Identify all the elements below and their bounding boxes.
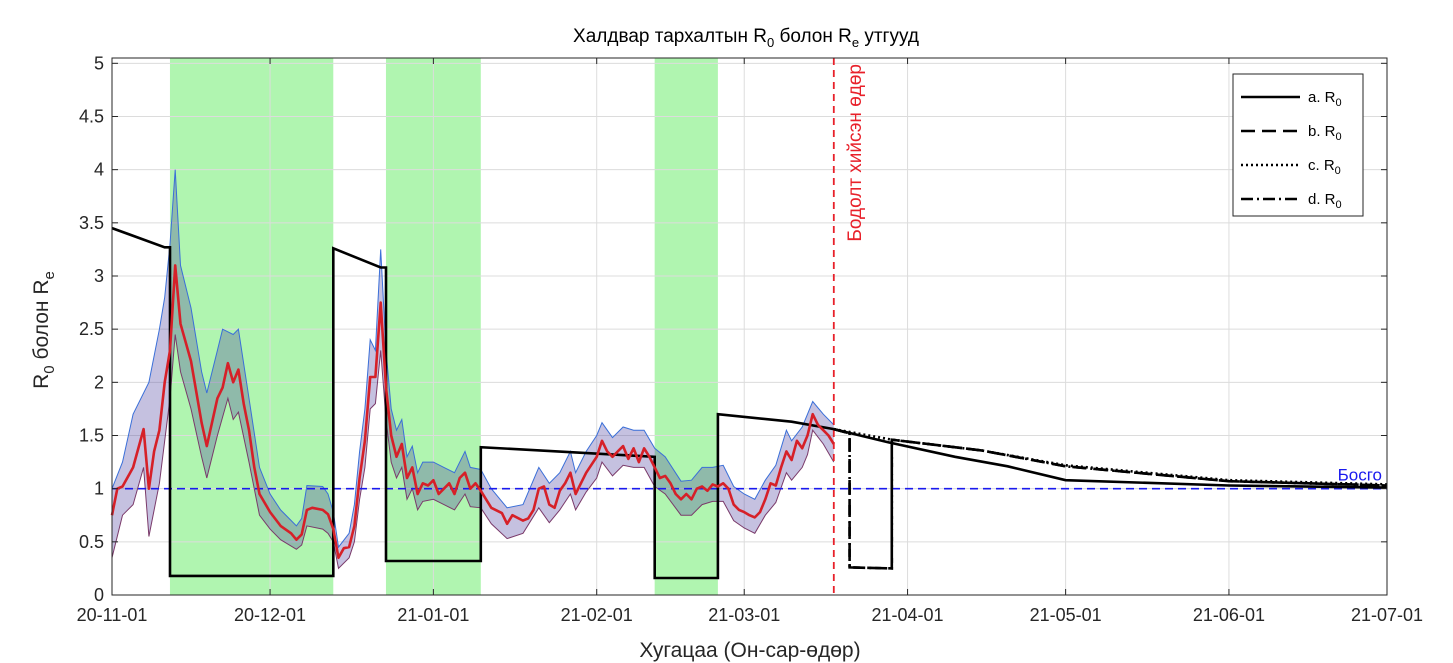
y-tick-label: 4.5	[79, 106, 104, 126]
r0-history-line	[111, 226, 835, 580]
y-axis-label: R0 болон Re	[30, 271, 58, 389]
r0-projection-dotted	[833, 427, 1388, 486]
y-tick-label: 3.5	[79, 213, 104, 233]
y-tick-label: 2	[94, 372, 104, 392]
threshold-label: Босго	[1338, 466, 1382, 485]
grid-lines	[111, 58, 1388, 596]
y-tick-label: 0	[94, 585, 104, 605]
re-mean-line	[110, 264, 835, 560]
re-confidence-band	[111, 169, 835, 570]
y-tick-label: 1	[94, 479, 104, 499]
x-tick-label: 21-03-01	[708, 605, 780, 625]
x-tick-label: 21-04-01	[872, 605, 944, 625]
shaded-period-3	[654, 58, 718, 595]
legend: a. R0 b. R0 c. R0 d. R0	[1232, 73, 1364, 217]
axes	[111, 57, 1388, 596]
legend-label: b. R0	[1308, 123, 1342, 143]
legend-box	[1232, 73, 1364, 217]
y-tick-label: 4	[94, 160, 104, 180]
re-lower-bound-line	[111, 334, 835, 570]
x-tick-label: 21-05-01	[1030, 605, 1102, 625]
y-tick-label: 2.5	[79, 319, 104, 339]
tick-labels: 20-11-01 20-12-01 21-01-01 21-02-01 21-03-01…	[77, 53, 1423, 625]
x-tick-label: 21-07-01	[1351, 605, 1423, 625]
x-axis-label: Хугацаа (Он-сар-өдөр)	[639, 639, 860, 662]
x-tick-label: 21-06-01	[1193, 605, 1265, 625]
r0-lines	[111, 226, 1388, 580]
legend-label: a. R0	[1308, 89, 1342, 109]
r0-projection-solid	[833, 427, 1388, 489]
shaded-periods	[169, 58, 718, 595]
y-tick-label: 3	[94, 266, 104, 286]
annotation-group: Бодолт хийсэн өдөр	[832, 58, 866, 595]
r0-projection-dashed	[833, 427, 1388, 570]
re-mean-line-group	[110, 264, 835, 560]
re-upper-bound-line	[111, 169, 835, 549]
y-tick-label: 5	[94, 53, 104, 73]
x-tick-label: 20-12-01	[234, 605, 306, 625]
r0-projection-dashdot	[833, 427, 1388, 570]
plot-frame	[111, 57, 1388, 596]
annotation-label: Бодолт хийсэн өдөр	[845, 64, 866, 242]
re-band-area	[112, 169, 834, 569]
y-tick-label: 1.5	[79, 425, 104, 445]
shaded-period-1	[169, 58, 334, 595]
x-tick-label: 20-11-01	[77, 605, 148, 625]
x-tick-label: 21-01-01	[397, 605, 469, 625]
y-tick-label: 0.5	[79, 532, 104, 552]
chart-title: Халдвар тархалтын R0 болон Re утгууд	[573, 26, 919, 50]
legend-label: d. R0	[1308, 191, 1342, 211]
threshold-line-group: Босго	[112, 466, 1387, 490]
x-tick-label: 21-02-01	[561, 605, 633, 625]
legend-label: c. R0	[1308, 157, 1341, 177]
